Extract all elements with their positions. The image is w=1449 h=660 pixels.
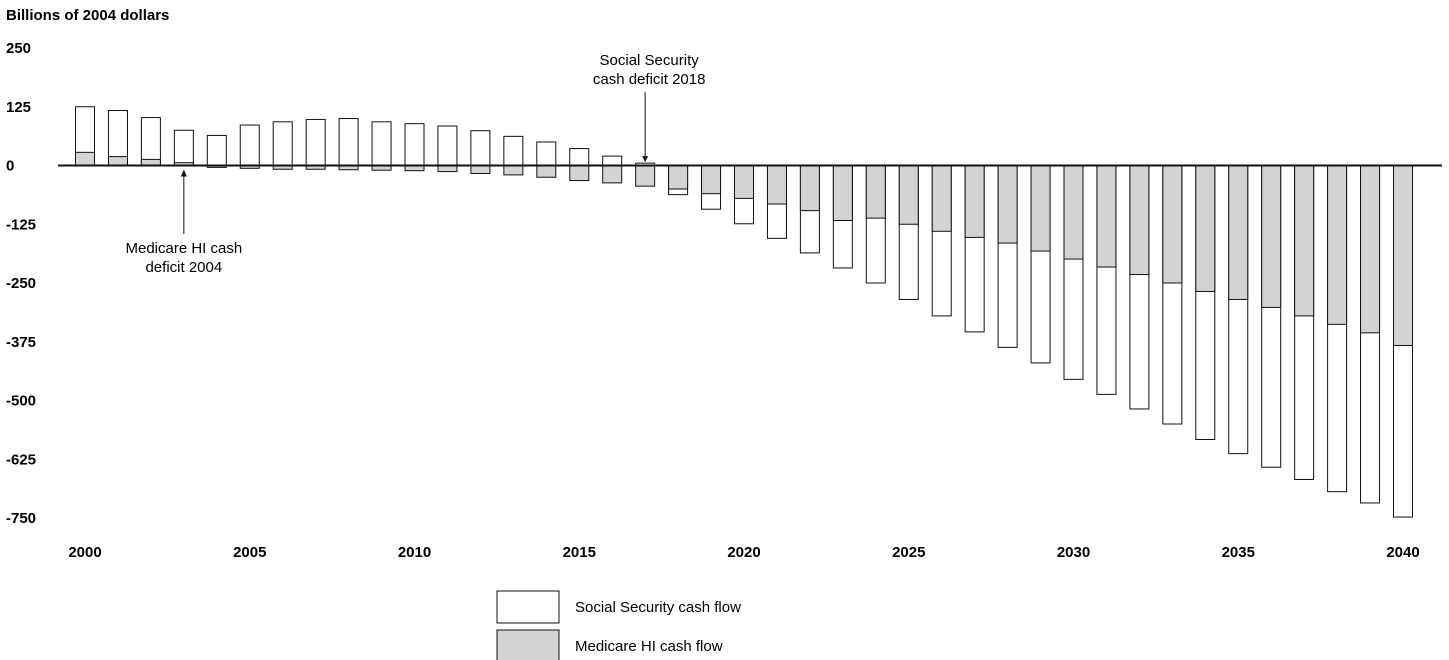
bar-medicare-hi (898, 165, 919, 225)
bar-social-security (206, 134, 227, 166)
arrow-head (642, 156, 649, 163)
bar-social-security (569, 148, 590, 167)
x-tick-label: 2015 (563, 544, 596, 561)
bar-medicare-hi (1162, 165, 1183, 284)
bar-medicare-hi (668, 165, 689, 190)
annotation-medicare-hi: Medicare HI cash (125, 240, 242, 257)
y-tick-label: -375 (6, 334, 36, 351)
legend-swatch (496, 590, 560, 624)
annotation-social-security: Social Security (600, 52, 700, 69)
bar-social-security (470, 130, 491, 166)
bar-medicare-hi (470, 165, 491, 174)
bar-medicare-hi (1261, 165, 1282, 308)
y-tick-label: -250 (6, 275, 36, 292)
bar-medicare-hi (602, 165, 623, 184)
legend-swatch (496, 629, 560, 660)
bar-social-security (371, 121, 392, 166)
x-tick-label: 2035 (1222, 544, 1255, 561)
legend-label: Medicare HI cash flow (575, 638, 723, 655)
x-tick-label: 2030 (1057, 544, 1090, 561)
bar-medicare-hi (569, 165, 590, 182)
bar-medicare-hi (1129, 165, 1150, 276)
bar-social-security (140, 117, 161, 166)
bar-medicare-hi (865, 165, 886, 219)
bar-medicare-hi (766, 165, 787, 205)
x-tick-label: 2010 (398, 544, 431, 561)
bar-medicare-hi (1360, 165, 1381, 334)
bar-social-security (602, 155, 623, 167)
annotation-social-security: cash deficit 2018 (593, 71, 706, 88)
bar-medicare-hi (635, 165, 656, 187)
y-tick-label: -625 (6, 451, 36, 468)
arrow-head (180, 169, 187, 177)
y-tick-label: 250 (6, 40, 31, 57)
legend: Social Security cash flow Medicare HI cas… (496, 590, 741, 660)
bar-medicare-hi (75, 151, 95, 166)
bar-medicare-hi (832, 165, 853, 221)
bar-medicare-hi (1195, 165, 1216, 292)
bar-medicare-hi (701, 165, 722, 195)
bar-medicare-hi (997, 165, 1018, 244)
bar-medicare-hi (964, 165, 985, 238)
annotation-medicare-hi: deficit 2004 (145, 259, 222, 276)
bar-social-security (536, 141, 557, 166)
legend-label: Social Security cash flow (575, 599, 741, 616)
bar-medicare-hi (1327, 165, 1348, 325)
y-axis-title: Billions of 2004 dollars (6, 7, 169, 24)
bar-social-security (272, 121, 293, 166)
y-tick-labels: 250 125 0 -125 -250 -375 -500 -625 -750 (6, 40, 36, 527)
bar-medicare-hi (1393, 165, 1413, 347)
y-tick-label: -750 (6, 510, 36, 527)
x-tick-label: 2020 (727, 544, 760, 561)
y-tick-label: 125 (6, 99, 31, 116)
bar-social-security (305, 118, 326, 167)
bar-medicare-hi (799, 165, 820, 212)
bar-medicare-hi (931, 165, 952, 232)
bar-social-security (437, 125, 458, 166)
bar-social-security (338, 118, 359, 166)
bar-social-security (173, 129, 194, 166)
x-tick-label: 2000 (68, 544, 101, 561)
annotations: Social Security cash deficit 2018 Medicare… (125, 52, 705, 276)
bar-medicare-hi (1228, 165, 1249, 300)
y-tick-label: -500 (6, 393, 36, 410)
bar-medicare-hi (107, 156, 128, 167)
bar-social-security (503, 135, 524, 166)
bar-medicare-hi (1030, 165, 1051, 252)
x-tick-label: 2025 (892, 544, 925, 561)
x-tick-label: 2040 (1386, 544, 1419, 561)
x-tick-label: 2005 (233, 544, 266, 561)
bar-medicare-hi (536, 165, 557, 178)
bar-medicare-hi (1063, 165, 1084, 260)
bar-medicare-hi (503, 165, 524, 176)
x-tick-labels: 2000 2005 2010 2015 2020 2025 2030 2035 2040 (68, 544, 1419, 561)
bar-medicare-hi (1096, 165, 1117, 268)
bar-medicare-hi (734, 165, 754, 199)
y-tick-label: 0 (6, 158, 14, 175)
bar-social-security (404, 123, 425, 166)
bar-medicare-hi (1294, 165, 1315, 317)
y-tick-label: -125 (6, 216, 36, 233)
bar-social-security (239, 124, 260, 166)
